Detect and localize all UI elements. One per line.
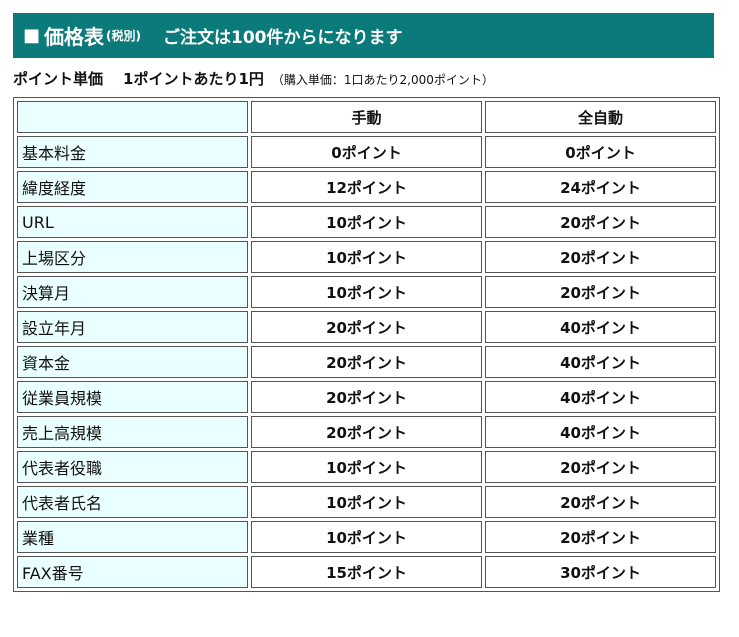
item-name-cell: 決算月 [17,276,248,308]
purchase-unit-note: （購入単価：1口あたり2,000ポイント） [271,73,494,87]
auto-points-cell: 40ポイント [485,416,716,448]
auto-points-cell: 0ポイント [485,136,716,168]
table-row: 緯度経度 12ポイント 24ポイント [17,171,716,203]
item-name-cell: URL [17,206,248,238]
point-unit-price: ポイント単価 1ポイントあたり1円 （購入単価：1口あたり2,000ポイント） [13,68,714,90]
item-name-cell: 上場区分 [17,241,248,273]
table-row: 資本金 20ポイント 40ポイント [17,346,716,378]
price-table: 手動 全自動 基本料金 0ポイント 0ポイント 緯度経度 12ポイント 24ポイント URL… [13,97,720,592]
price-table-header: ■ 価格表 (税別) ご注文は100件からになります [13,13,714,58]
manual-points-cell: 20ポイント [251,346,482,378]
manual-points-cell: 15ポイント [251,556,482,588]
auto-points-cell: 20ポイント [485,451,716,483]
manual-points-cell: 10ポイント [251,276,482,308]
auto-points-cell: 40ポイント [485,346,716,378]
item-name-cell: 代表者氏名 [17,486,248,518]
auto-points-cell: 20ポイント [485,521,716,553]
table-row: 設立年月 20ポイント 40ポイント [17,311,716,343]
manual-points-cell: 10ポイント [251,486,482,518]
manual-points-cell: 20ポイント [251,416,482,448]
table-row: 基本料金 0ポイント 0ポイント [17,136,716,168]
auto-points-cell: 20ポイント [485,486,716,518]
page-title: 価格表 [44,25,105,49]
item-name-cell: 代表者役職 [17,451,248,483]
table-row: 決算月 10ポイント 20ポイント [17,276,716,308]
auto-points-cell: 20ポイント [485,276,716,308]
item-name-cell: 業種 [17,521,248,553]
corner-cell [17,101,248,133]
item-name-cell: 基本料金 [17,136,248,168]
auto-points-cell: 30ポイント [485,556,716,588]
manual-points-cell: 0ポイント [251,136,482,168]
item-name-cell: 従業員規模 [17,381,248,413]
item-name-cell: 資本金 [17,346,248,378]
column-header-manual: 手動 [251,101,482,133]
order-minimum-notice: ご注文は100件からになります [163,28,403,48]
table-row: FAX番号 15ポイント 30ポイント [17,556,716,588]
item-name-cell: 売上高規模 [17,416,248,448]
manual-points-cell: 20ポイント [251,311,482,343]
table-row: 売上高規模 20ポイント 40ポイント [17,416,716,448]
manual-points-cell: 20ポイント [251,381,482,413]
table-row: 上場区分 10ポイント 20ポイント [17,241,716,273]
item-name-cell: FAX番号 [17,556,248,588]
table-row: 従業員規模 20ポイント 40ポイント [17,381,716,413]
table-row: 業種 10ポイント 20ポイント [17,521,716,553]
item-name-cell: 設立年月 [17,311,248,343]
manual-points-cell: 12ポイント [251,171,482,203]
manual-points-cell: 10ポイント [251,521,482,553]
unit-price-label: ポイント単価 [13,70,104,88]
table-row: URL 10ポイント 20ポイント [17,206,716,238]
auto-points-cell: 40ポイント [485,381,716,413]
tax-note: (税別) [106,29,141,43]
table-row: 代表者役職 10ポイント 20ポイント [17,451,716,483]
manual-points-cell: 10ポイント [251,206,482,238]
manual-points-cell: 10ポイント [251,241,482,273]
auto-points-cell: 20ポイント [485,241,716,273]
table-body: 基本料金 0ポイント 0ポイント 緯度経度 12ポイント 24ポイント URL 10ポイント 2… [17,136,716,588]
square-bullet-icon: ■ [23,25,41,46]
auto-points-cell: 20ポイント [485,206,716,238]
unit-price-value: 1ポイントあたり1円 [123,70,264,88]
auto-points-cell: 24ポイント [485,171,716,203]
table-header-row: 手動 全自動 [17,101,716,133]
table-row: 代表者氏名 10ポイント 20ポイント [17,486,716,518]
column-header-auto: 全自動 [485,101,716,133]
manual-points-cell: 10ポイント [251,451,482,483]
item-name-cell: 緯度経度 [17,171,248,203]
auto-points-cell: 40ポイント [485,311,716,343]
